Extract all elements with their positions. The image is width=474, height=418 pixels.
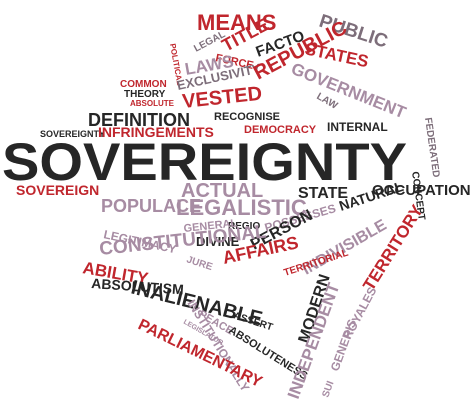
word-regio: REGIO (228, 221, 260, 232)
word-democracy: DEMOCRACY (244, 124, 317, 136)
word-sovereignty-small: SOVEREIGNTY (40, 129, 105, 139)
word-common: COMMON (120, 79, 167, 90)
word-jure: JURE (185, 254, 214, 273)
word-definition: DEFINITION (88, 110, 190, 130)
word-legalistic: LEGALISTIC (176, 195, 307, 220)
word-divine: DIVINE (196, 234, 240, 249)
word-government: GOVERNMENT (289, 59, 410, 122)
word-populace: POPULACE (101, 196, 201, 216)
main-word-sovereignty: SOVEREIGNTY (2, 133, 407, 192)
word-means: MEANS (197, 10, 276, 35)
word-sovereign: SOVEREIGN (16, 182, 99, 198)
word-absolute: ABSOLUTE (130, 99, 175, 108)
word-absolutism: ABSOLUTISM (91, 275, 184, 297)
word-state: STATE (298, 185, 348, 202)
word-internal: INTERNAL (327, 120, 388, 134)
word-actual: ACTUAL (181, 180, 263, 202)
word-recognise: RECOGNISE (214, 111, 280, 123)
word-theory: THEORY (124, 89, 166, 100)
word-generis: GENERIS (328, 317, 360, 373)
word-general: GENERAL (183, 217, 238, 235)
word-sui: SUI (320, 379, 336, 399)
word-occupation: OCCUPATION (372, 182, 471, 199)
word-infringements: INFRINGEMENTS (98, 124, 214, 140)
word-federated: FEDERATED (422, 117, 441, 178)
word-territory: TERRITORY (359, 201, 427, 294)
